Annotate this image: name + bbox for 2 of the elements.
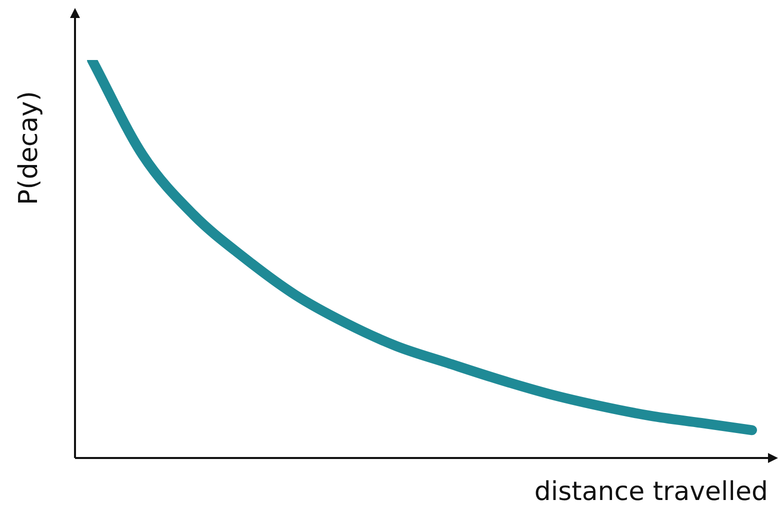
y-axis-title: P(decay) bbox=[14, 90, 44, 205]
x-axis-title: distance travelled bbox=[534, 477, 768, 507]
